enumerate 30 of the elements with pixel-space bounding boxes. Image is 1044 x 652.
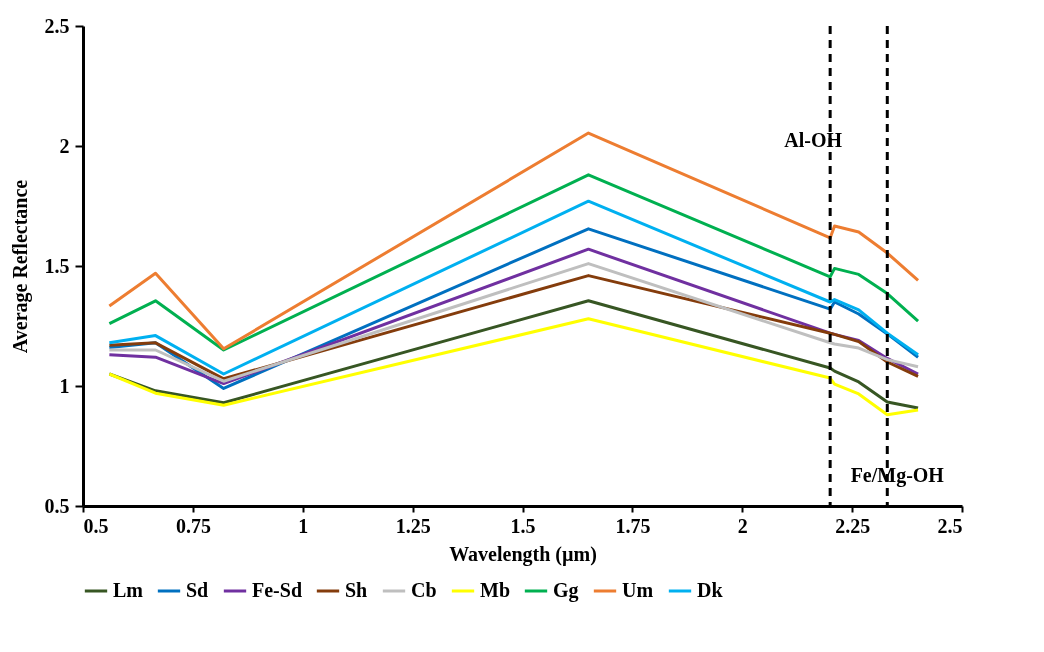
x-tick-label: 2.25 [835, 514, 871, 537]
y-axis-title: Average Reflectance [8, 179, 32, 354]
legend-label: Fe-Sd [252, 579, 302, 601]
legend-label: Mb [480, 579, 510, 601]
line-series [107, 131, 920, 351]
legend-label: Sh [345, 579, 368, 601]
x-tick-label: 2.5 [937, 514, 963, 537]
legend-label: Lm [113, 579, 144, 601]
line-series [107, 173, 920, 352]
line-series [107, 317, 920, 417]
y-tick-label: 0.5 [44, 494, 70, 517]
y-tick-label: 1.5 [44, 254, 70, 277]
x-tick-label: 0.75 [175, 514, 211, 537]
x-tick-label: 1.5 [510, 514, 536, 537]
x-tick-label: 0.5 [83, 514, 109, 537]
legend-label: Sd [186, 579, 209, 601]
line-series [107, 199, 920, 376]
y-tick-label: 2 [59, 134, 70, 157]
legend-label: Gg [553, 579, 579, 602]
legend-label: Dk [697, 579, 724, 601]
x-tick-label: 1.25 [395, 514, 431, 537]
legend-label: Cb [411, 579, 437, 601]
x-tick-label: 1 [298, 514, 309, 537]
x-axis-title: Wavelength (µm) [449, 542, 597, 566]
x-tick-label: 1.75 [615, 514, 651, 537]
legend-label: Um [622, 579, 654, 601]
y-tick-label: 2.5 [44, 14, 70, 37]
ref-line-label: Fe/Mg-OH [850, 464, 945, 487]
x-tick-label: 2 [737, 514, 748, 537]
y-tick-label: 1 [59, 374, 70, 397]
